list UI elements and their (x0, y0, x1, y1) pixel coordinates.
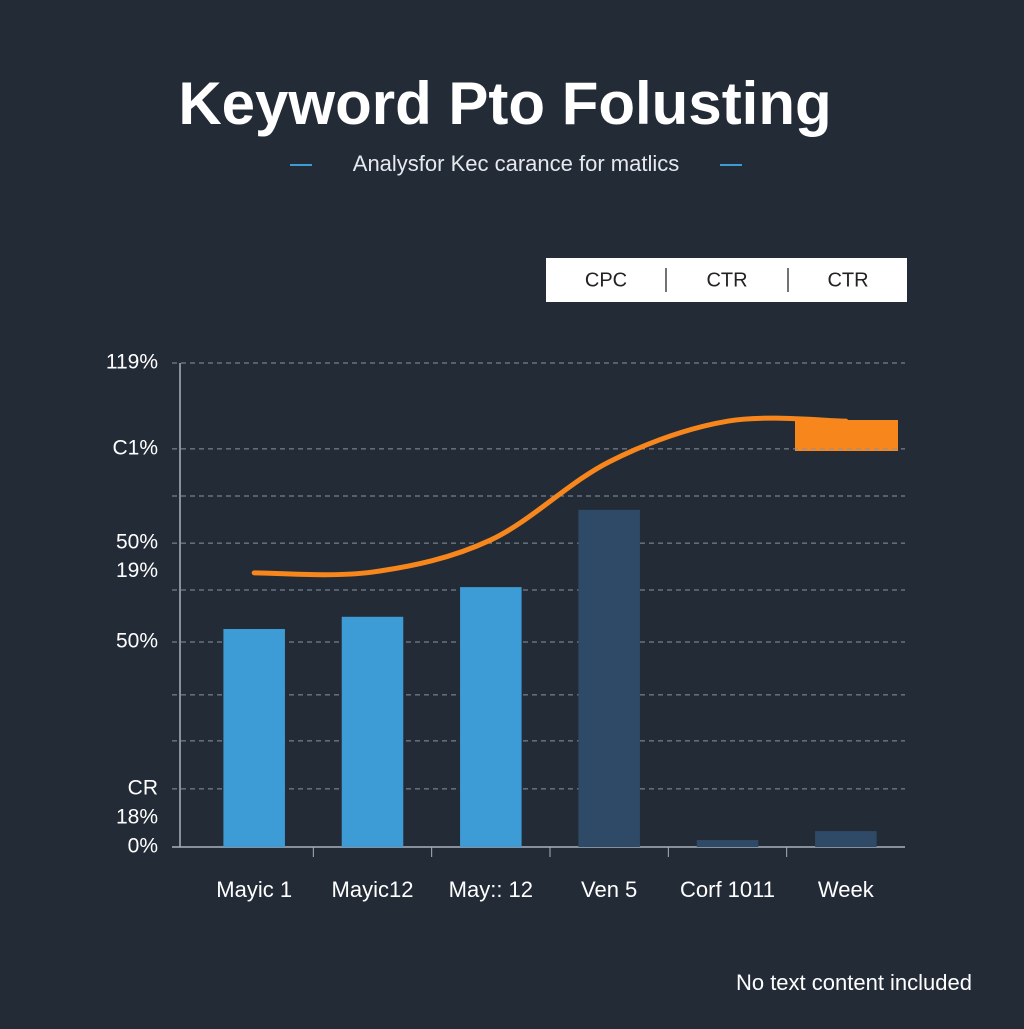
y-tick-label: C1% (112, 436, 158, 459)
footnote: No text content included (736, 970, 972, 995)
y-tick-label: 19% (116, 559, 158, 582)
chart-subtitle: Analysfor Kec carance for matlics (353, 151, 679, 176)
y-tick-label: 50% (116, 531, 158, 554)
y-tick-label: CR (128, 776, 158, 799)
chart-title: Keyword Pto Folusting (178, 70, 831, 137)
bar (578, 509, 640, 847)
bar (696, 840, 759, 847)
highlight-block (795, 420, 898, 451)
y-tick-label: 18% (116, 806, 158, 829)
x-tick-label: Mayic 1 (216, 877, 292, 902)
y-tick-label: 119% (106, 351, 158, 374)
x-tick-label: Ven 5 (581, 877, 637, 902)
x-tick-label: Week (818, 877, 875, 902)
bar (223, 628, 285, 847)
legend-entry: CTR (827, 269, 868, 291)
bar (815, 831, 877, 847)
bar (341, 616, 404, 847)
y-tick-label: 0% (128, 835, 158, 858)
legend-entry: CTR (706, 269, 747, 291)
legend-box (546, 258, 907, 302)
y-tick-label: 50% (116, 630, 158, 653)
x-tick-label: Corf 1011 (680, 877, 775, 902)
legend-entry: CPC (585, 269, 627, 291)
line (251, 415, 849, 578)
bar (460, 587, 522, 847)
x-tick-label: Mayic12 (332, 877, 414, 902)
x-tick-label: May:: 12 (449, 877, 533, 902)
